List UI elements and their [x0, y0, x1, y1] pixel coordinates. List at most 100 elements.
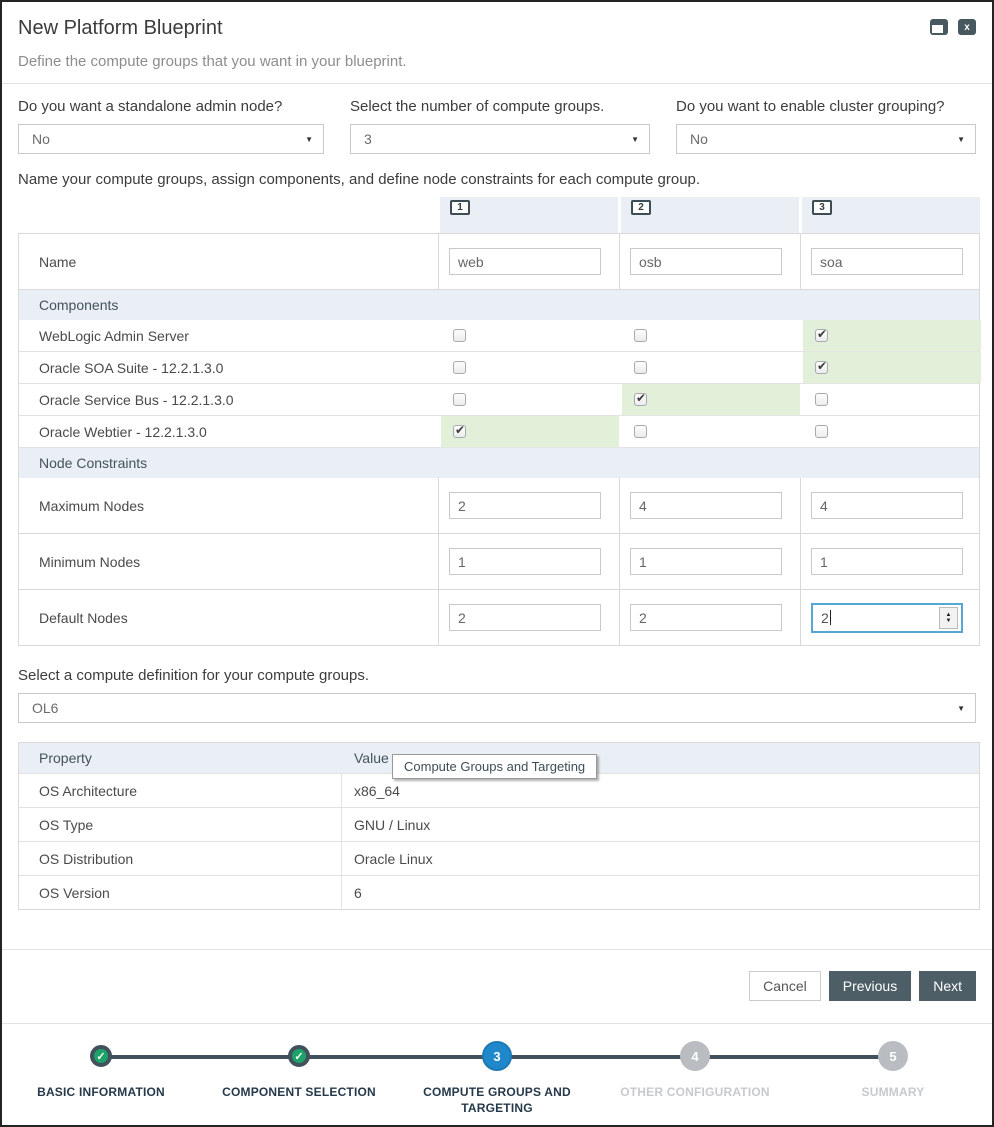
group-count-question-label: Select the number of compute groups. — [350, 98, 605, 115]
step-basic-information: ✓ BASIC INFORMATION — [2, 1041, 200, 1116]
checkbox[interactable] — [634, 361, 647, 374]
min-nodes-group-1-input[interactable] — [449, 548, 601, 575]
checkbox[interactable] — [815, 425, 828, 438]
admin-node-select[interactable]: No ▼ — [18, 124, 324, 154]
step-label: BASIC INFORMATION — [37, 1085, 165, 1099]
component-checkbox-cell[interactable] — [438, 384, 619, 415]
group-1-name-input[interactable] — [449, 248, 601, 275]
chevron-down-icon: ▼ — [957, 703, 965, 713]
group-3-name-input[interactable] — [811, 248, 963, 275]
max-nodes-group-2-input[interactable] — [630, 492, 782, 519]
step-component-selection: ✓ COMPONENT SELECTION — [200, 1041, 398, 1116]
admin-node-select-value: No — [32, 131, 50, 147]
min-nodes-group-3-input[interactable] — [811, 548, 963, 575]
component-row-weblogic-admin-server: WebLogic Admin Server — [18, 320, 981, 352]
constraint-label: Minimum Nodes — [39, 553, 141, 570]
default-nodes-group-2-input[interactable] — [630, 604, 782, 631]
value-column-header: Value — [354, 750, 389, 766]
constraint-label: Default Nodes — [39, 609, 128, 626]
compute-group-3-icon: 3 — [812, 199, 832, 231]
component-label: Oracle Webtier - 12.2.1.3.0 — [39, 423, 207, 440]
max-nodes-group-1-input[interactable] — [449, 492, 601, 519]
chevron-down-icon: ▼ — [631, 134, 639, 144]
min-nodes-group-2-input[interactable] — [630, 548, 782, 575]
step-label: OTHER CONFIGURATION — [620, 1085, 770, 1099]
component-checkbox-cell[interactable] — [800, 320, 981, 351]
property-value: Oracle Linux — [354, 850, 433, 867]
property-name: OS Architecture — [19, 774, 342, 807]
property-name: OS Distribution — [19, 842, 342, 875]
divider — [2, 1023, 992, 1024]
component-checkbox-cell[interactable] — [619, 384, 800, 415]
component-row-oracle-soa-suite: Oracle SOA Suite - 12.2.1.3.0 — [18, 352, 981, 384]
checkbox[interactable] — [453, 329, 466, 342]
group-2-name-input[interactable] — [630, 248, 782, 275]
cluster-grouping-select-value: No — [690, 131, 708, 147]
step-3-indicator[interactable]: 3 — [482, 1041, 512, 1071]
maximize-icon[interactable] — [930, 19, 948, 35]
property-value: x86_64 — [354, 782, 400, 799]
number-stepper-icon[interactable]: ▲ ▼ — [939, 606, 958, 629]
checkbox[interactable] — [815, 327, 828, 342]
step-5-indicator[interactable]: 5 — [878, 1041, 908, 1071]
compute-groups-table: 1 2 3 Name Components WebLogic Admin Ser… — [18, 197, 981, 646]
components-section-header: Components — [18, 290, 980, 320]
step-1-indicator[interactable]: ✓ — [90, 1045, 112, 1067]
component-checkbox-cell[interactable] — [619, 352, 800, 383]
component-checkbox-cell[interactable] — [800, 384, 981, 415]
step-label: SUMMARY — [861, 1085, 925, 1099]
admin-node-question-label: Do you want a standalone admin node? — [18, 98, 283, 115]
compute-definition-value: OL6 — [32, 700, 59, 716]
component-checkbox-cell[interactable] — [438, 320, 619, 351]
next-button[interactable]: Next — [919, 971, 976, 1001]
previous-button[interactable]: Previous — [828, 971, 912, 1001]
checkbox[interactable] — [815, 359, 828, 374]
step-4-indicator[interactable]: 4 — [680, 1041, 710, 1071]
cluster-grouping-select[interactable]: No ▼ — [676, 124, 976, 154]
checkbox[interactable] — [634, 329, 647, 342]
default-nodes-row: Default Nodes 2 ▲▼ — [18, 590, 980, 646]
button-bar: Cancel Previous Next — [2, 950, 992, 1023]
checkbox[interactable] — [453, 423, 466, 438]
component-label: WebLogic Admin Server — [39, 327, 189, 344]
component-checkbox-cell[interactable] — [800, 416, 981, 447]
node-constraints-section-header: Node Constraints — [18, 448, 980, 478]
component-checkbox-cell[interactable] — [619, 416, 800, 447]
wizard-stepper: ✓ BASIC INFORMATION ✓ COMPONENT SELECTIO… — [2, 1024, 992, 1116]
component-checkbox-cell[interactable] — [438, 416, 619, 447]
component-label: Oracle Service Bus - 12.2.1.3.0 — [39, 391, 234, 408]
table-row-os-type: OS Type GNU / Linux — [19, 807, 979, 841]
property-value: GNU / Linux — [354, 816, 431, 833]
cancel-button[interactable]: Cancel — [749, 971, 821, 1001]
compute-definition-label: Select a compute definition for your com… — [18, 667, 370, 684]
max-nodes-group-3-input[interactable] — [811, 492, 963, 519]
component-checkbox-cell[interactable] — [619, 320, 800, 351]
compute-definition-properties-table: Property Value OS Architecture x86_64 OS… — [18, 742, 980, 910]
step-summary: 5 SUMMARY — [794, 1041, 992, 1116]
default-nodes-value: 2 — [821, 609, 829, 626]
table-intro-text: Name your compute groups, assign compone… — [18, 171, 701, 188]
maximum-nodes-row: Maximum Nodes — [18, 478, 980, 534]
property-value: 6 — [354, 884, 362, 901]
table-row-os-distribution: OS Distribution Oracle Linux — [19, 841, 979, 875]
close-icon[interactable]: x — [958, 19, 976, 35]
default-nodes-group-3-input[interactable]: 2 ▲ ▼ — [811, 602, 963, 633]
checkbox[interactable] — [453, 393, 466, 406]
component-checkbox-cell[interactable] — [438, 352, 619, 383]
checkbox[interactable] — [634, 391, 647, 406]
step-2-indicator[interactable]: ✓ — [288, 1045, 310, 1067]
checkbox[interactable] — [453, 361, 466, 374]
chevron-down-icon: ▼ — [305, 134, 313, 144]
checkbox[interactable] — [815, 393, 828, 406]
component-row-oracle-webtier: Oracle Webtier - 12.2.1.3.0 — [18, 416, 980, 448]
step-compute-groups-and-targeting: 3 COMPUTE GROUPS AND TARGETING — [398, 1041, 596, 1116]
group-count-select[interactable]: 3 ▼ — [350, 124, 650, 154]
checkbox[interactable] — [634, 425, 647, 438]
default-nodes-group-1-input[interactable] — [449, 604, 601, 631]
chevron-down-icon: ▼ — [957, 134, 965, 144]
compute-definition-select[interactable]: OL6 ▼ — [18, 693, 976, 723]
constraint-label: Maximum Nodes — [39, 497, 145, 514]
component-checkbox-cell[interactable] — [800, 352, 981, 383]
component-label: Oracle SOA Suite - 12.2.1.3.0 — [39, 359, 224, 376]
